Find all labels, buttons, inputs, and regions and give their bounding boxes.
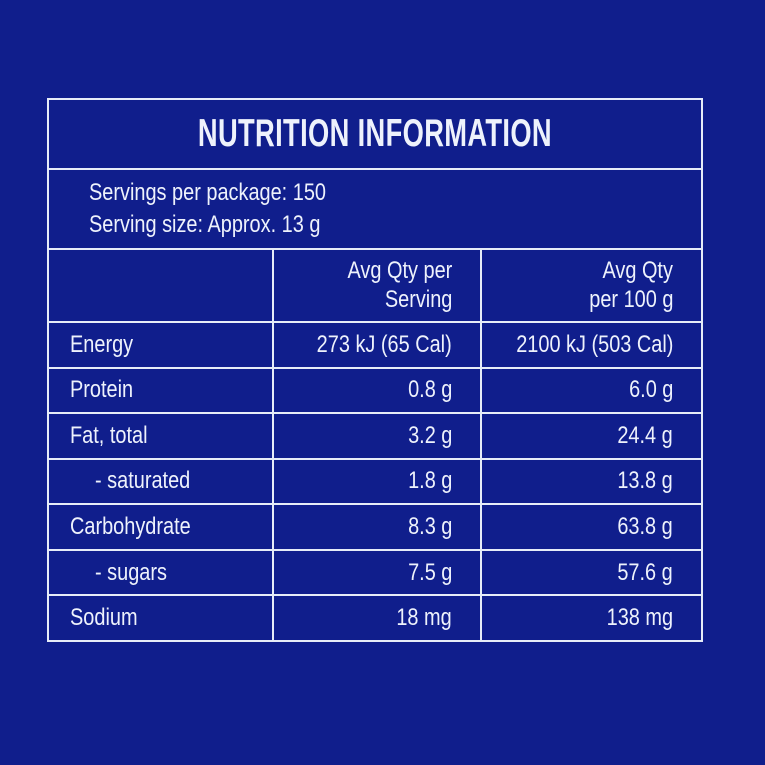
value-per-100g-sodium: 138 mg [482, 594, 701, 640]
panel-title-row: NUTRITION INFORMATION [49, 100, 701, 170]
value-per-100g-protein: 6.0 g [482, 366, 701, 413]
value-per-serving-fat-total: 3.2 g [274, 412, 482, 458]
nutrient-name-saturated: - saturated [49, 457, 274, 504]
servings-section: Servings per package: 150 Serving size: … [49, 170, 701, 250]
panel-title: NUTRITION INFORMATION [197, 112, 553, 155]
value-per-serving-sugars: 7.5 g [274, 548, 482, 595]
nutrition-table: Avg Qty per Serving Avg Qty per 100 g En… [49, 250, 701, 640]
nutrient-name-carbohydrate: Carbohydrate [49, 503, 274, 549]
value-per-serving-saturated: 1.8 g [274, 457, 482, 504]
nutrient-name-protein: Protein [49, 366, 274, 413]
nutrition-panel: NUTRITION INFORMATION Servings per packa… [47, 98, 703, 642]
value-per-serving-protein: 0.8 g [274, 366, 482, 413]
value-per-100g-energy: 2100 kJ (503 Cal) [482, 321, 701, 367]
value-per-100g-sugars: 57.6 g [482, 548, 701, 595]
value-per-100g-fat-total: 24.4 g [482, 412, 701, 458]
value-per-serving-sodium: 18 mg [274, 594, 482, 640]
servings-per-package: Servings per package: 150 [89, 179, 326, 207]
value-per-serving-energy: 273 kJ (65 Cal) [274, 321, 482, 367]
nutrient-name-fat-total: Fat, total [49, 412, 274, 458]
nutrient-name-energy: Energy [49, 321, 274, 367]
column-header-blank [49, 250, 274, 321]
column-header-per-100g: Avg Qty per 100 g [588, 257, 673, 313]
serving-size: Serving size: Approx. 13 g [89, 210, 321, 238]
value-per-100g-carbohydrate: 63.8 g [482, 503, 701, 549]
value-per-100g-saturated: 13.8 g [482, 457, 701, 504]
value-per-serving-carbohydrate: 8.3 g [274, 503, 482, 549]
nutrient-name-sodium: Sodium [49, 594, 274, 640]
column-header-per-serving: Avg Qty per Serving [274, 250, 482, 321]
nutrient-name-sugars: - sugars [49, 548, 274, 595]
